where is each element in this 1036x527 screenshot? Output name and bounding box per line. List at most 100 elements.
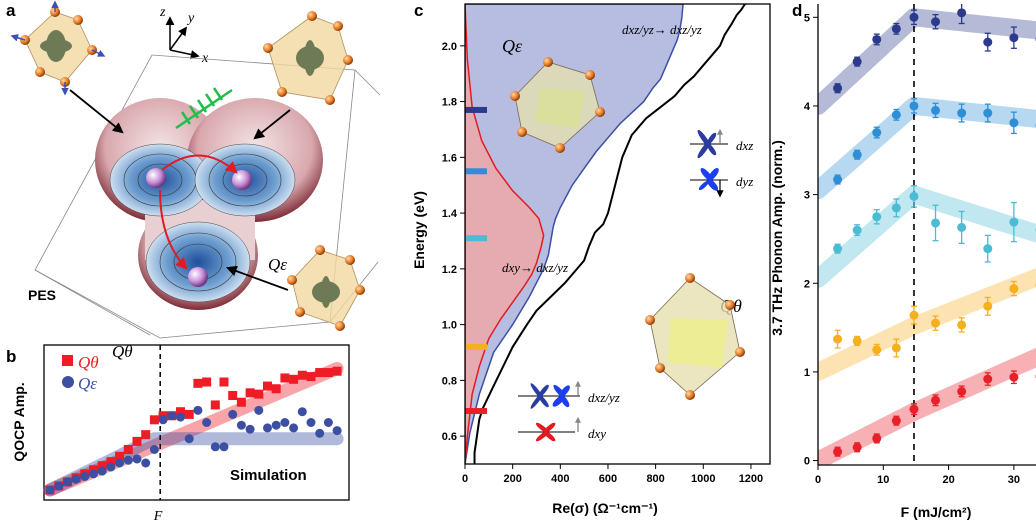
data-point bbox=[983, 108, 993, 118]
pointer-arrows bbox=[69, 89, 291, 291]
data-point-qeps bbox=[149, 445, 159, 454]
orbital-dxy-label: dxy bbox=[588, 426, 606, 441]
orbital-dyz-label: dyz bbox=[736, 174, 753, 189]
data-point bbox=[852, 225, 862, 235]
data-point-qeps bbox=[219, 442, 229, 452]
data-point bbox=[983, 244, 993, 254]
data-point-qeps bbox=[54, 481, 64, 491]
data-point bbox=[957, 8, 967, 18]
data-point bbox=[833, 447, 843, 457]
data-point-qtheta bbox=[149, 415, 159, 425]
data-point-qtheta bbox=[219, 377, 229, 387]
data-point-qeps bbox=[45, 485, 55, 495]
data-point-qtheta bbox=[210, 400, 220, 410]
y-tick-label: 1.2 bbox=[442, 264, 457, 276]
state-ball-right bbox=[232, 170, 252, 190]
data-point-qtheta bbox=[228, 391, 238, 400]
panel-b-ylabel: QOCP Amp. bbox=[11, 382, 27, 461]
data-point bbox=[931, 105, 941, 115]
x-tick-label: 200 bbox=[503, 473, 521, 485]
data-point bbox=[1009, 284, 1019, 294]
x-tick-label: 400 bbox=[551, 473, 569, 485]
panel-c-xlabel: Re(σ) (Ω⁻¹cm⁻¹) bbox=[552, 500, 658, 516]
data-point-qeps bbox=[106, 462, 116, 472]
panel-d-fits bbox=[818, 8, 1036, 465]
q-theta-axis-label: Qθ bbox=[112, 342, 133, 361]
data-point bbox=[833, 244, 843, 254]
data-point bbox=[891, 203, 901, 213]
panel-d-ticks: 0 10 20 30 0 1 2 3 4 5 bbox=[804, 12, 1020, 486]
data-point-qtheta bbox=[123, 445, 133, 454]
orbital-dyz-icon: dyz bbox=[690, 167, 753, 198]
data-point bbox=[931, 218, 941, 228]
y-tick-label: 1.8 bbox=[442, 97, 457, 109]
panel-b-xlabel: F bbox=[153, 509, 163, 524]
pes-label: PES bbox=[28, 287, 56, 303]
data-point-qtheta bbox=[323, 368, 333, 378]
data-point-qeps bbox=[280, 418, 290, 427]
data-point-qtheta bbox=[271, 384, 281, 394]
data-point-qeps bbox=[184, 434, 194, 444]
panel-c: c 0 200 400 600 800 1000 1200 0.6 0.8 1.0 1.2 1.4 1.… bbox=[411, 1, 771, 516]
panel-d-points bbox=[833, 4, 1036, 457]
panel-c-ticks: 0 200 400 600 800 1000 1200 0.6 0.8 1.0 1.2 1.4 1.6 1… bbox=[442, 41, 763, 485]
q-eps-axis-label: Qε bbox=[268, 255, 287, 274]
legend-label-qeps: Qε bbox=[78, 374, 97, 393]
panel-d: d 0 10 20 30 0 1 2 3 4 5 F (mJ/cm²) 3.7 THz Phono… bbox=[769, 1, 1036, 520]
energy-level-marker bbox=[465, 408, 487, 415]
data-point bbox=[931, 318, 941, 328]
data-point bbox=[891, 343, 901, 353]
data-point bbox=[909, 310, 919, 320]
data-point-qeps bbox=[263, 423, 272, 433]
data-point bbox=[909, 12, 919, 22]
x-tick-label: 30 bbox=[1008, 474, 1020, 486]
data-point bbox=[957, 320, 967, 330]
octahedron-qeps-icon-bottom bbox=[287, 245, 365, 331]
data-point-qtheta bbox=[263, 381, 272, 391]
data-point-qeps bbox=[228, 409, 238, 419]
data-point-qtheta bbox=[132, 436, 142, 446]
x-tick-label: 0 bbox=[815, 474, 821, 486]
energy-level-marker bbox=[465, 168, 487, 175]
data-point bbox=[833, 83, 843, 93]
data-point-qtheta bbox=[141, 430, 151, 440]
data-point bbox=[833, 334, 843, 344]
energy-level-markers bbox=[465, 106, 487, 415]
data-point-qeps bbox=[167, 411, 177, 421]
state-ball-bottom bbox=[188, 267, 208, 287]
data-point bbox=[872, 345, 882, 355]
data-point-qeps bbox=[71, 474, 81, 484]
data-point bbox=[1009, 372, 1019, 382]
data-point bbox=[852, 442, 862, 452]
data-point-qeps bbox=[236, 420, 246, 430]
data-point-qtheta bbox=[315, 368, 325, 378]
annotation-dxz-to-dxz: dxz/yz→ dxz/yz bbox=[622, 22, 702, 37]
data-point-qeps bbox=[123, 455, 133, 465]
data-point-qeps bbox=[271, 420, 281, 430]
fit-band bbox=[818, 185, 1036, 288]
panel-c-ylabel: Energy (eV) bbox=[411, 191, 427, 269]
fit-band bbox=[818, 8, 1036, 115]
panel-b-points bbox=[45, 366, 342, 495]
data-point-qtheta bbox=[254, 389, 264, 399]
panel-b: b Qθ Qε Simulation F QOCP Amp. bbox=[6, 344, 350, 524]
fit-band bbox=[818, 96, 1036, 200]
data-point-qeps bbox=[115, 458, 125, 468]
x-tick-label: 600 bbox=[599, 473, 617, 485]
data-point bbox=[872, 433, 882, 443]
data-point-qeps bbox=[158, 415, 168, 425]
coordinate-axes: z y x bbox=[159, 5, 209, 66]
data-point-qeps bbox=[289, 423, 299, 433]
data-point-qeps bbox=[202, 418, 212, 427]
y-tick-label: 1.4 bbox=[442, 208, 458, 220]
x-tick-label: 800 bbox=[646, 473, 664, 485]
y-tick-label: 2 bbox=[804, 278, 810, 290]
data-point-qeps bbox=[306, 418, 316, 427]
hop-arrows bbox=[159, 154, 238, 270]
simulation-label: Simulation bbox=[230, 467, 307, 484]
qeps-label: Qε bbox=[502, 36, 523, 56]
annotation-dxy-to-dxz: dxy→ dxz/yz bbox=[502, 260, 568, 275]
data-point-qtheta bbox=[97, 461, 107, 471]
data-point bbox=[872, 34, 882, 44]
